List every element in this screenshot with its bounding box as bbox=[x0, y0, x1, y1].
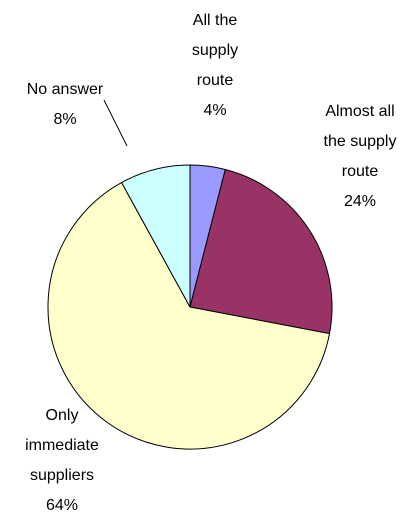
pie-slice bbox=[47, 181, 331, 450]
pie-slice bbox=[189, 168, 333, 335]
category-name: Only immediate suppliers bbox=[25, 407, 99, 484]
slice-label: Only immediate suppliers 64% bbox=[22, 401, 102, 518]
pie-slice bbox=[120, 164, 191, 308]
slice-label: No answer 8% bbox=[5, 75, 125, 135]
category-name: Almost all the supply route bbox=[323, 103, 397, 180]
value-label: 8% bbox=[53, 111, 77, 128]
value-label: 64% bbox=[45, 497, 79, 514]
slice-label: All the supply route 4% bbox=[184, 6, 246, 126]
leader-line bbox=[103, 99, 128, 147]
value-label: 4% bbox=[203, 102, 227, 119]
category-name: All the supply route bbox=[191, 12, 239, 89]
slice-label: Almost all the supply route 24% bbox=[312, 97, 408, 217]
category-name: No answer bbox=[26, 81, 104, 98]
value-label: 24% bbox=[343, 193, 377, 210]
